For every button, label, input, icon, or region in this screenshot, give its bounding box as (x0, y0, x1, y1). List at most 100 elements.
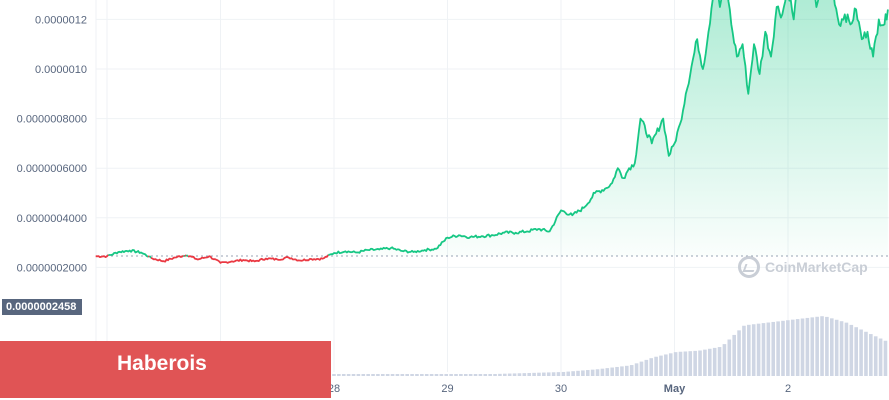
volume-bar (380, 374, 385, 376)
price-line-up (108, 249, 149, 258)
volume-bar (449, 374, 453, 376)
volume-bar (839, 321, 844, 376)
volume-bar (703, 349, 707, 376)
volume-bar (790, 319, 795, 376)
coinmarketcap-watermark: CoinMarketCap (738, 256, 868, 278)
volume-bar (581, 370, 585, 376)
x-tick-label: May (664, 383, 686, 395)
watermark-text: CoinMarketCap (765, 259, 868, 275)
volume-bar (722, 344, 727, 376)
volume-bar (385, 374, 390, 376)
volume-bar (751, 324, 756, 376)
volume-bar (834, 319, 839, 376)
y-tick-label: 0.0000010 (35, 64, 87, 76)
volume-bar (395, 374, 400, 376)
volume-bar (883, 340, 888, 376)
price-line-up (148, 255, 152, 259)
volume-bar (561, 371, 566, 376)
volume-bar (727, 339, 732, 376)
price-line-down (187, 254, 330, 264)
volume-bar (337, 374, 341, 376)
volume-bar (473, 374, 478, 376)
volume-bar (859, 329, 863, 376)
volume-bar (810, 317, 815, 376)
volume-bar (454, 374, 458, 376)
volume-bar (610, 367, 614, 376)
volume-bar (546, 372, 551, 376)
volume-bar (488, 374, 492, 376)
volume-bar (693, 350, 697, 376)
volume-bar (527, 372, 532, 376)
y-axis-ticks: 0.0000002000 0.0000004000 0.0000006000 0.00… (17, 14, 87, 274)
volume-bar (595, 369, 600, 376)
volume-bar (600, 368, 605, 376)
volume-bar (620, 366, 624, 376)
coinmarketcap-logo-icon (738, 256, 760, 278)
volume-bar (634, 363, 639, 376)
volume-bar (439, 374, 444, 376)
volume-bar (444, 374, 449, 376)
volume-bar (678, 351, 683, 376)
price-line-up (185, 254, 189, 258)
volume-bar (854, 327, 858, 376)
volume-bar (605, 368, 610, 376)
banner-name: Haberois (117, 352, 207, 375)
current-price-tag: 0.0000002458 (2, 299, 83, 315)
volume-bar (420, 374, 424, 376)
volume-bar (825, 316, 829, 376)
price-line (95, 0, 889, 264)
volume-bar (820, 316, 824, 376)
volume-bar (688, 351, 693, 376)
volume-bar (771, 321, 776, 376)
volume-bar (351, 374, 356, 376)
volume-bar (522, 373, 527, 376)
volume-bar (639, 361, 644, 376)
volume-bar (732, 334, 736, 376)
volume-bar (737, 330, 741, 376)
volume-bar (463, 374, 468, 376)
volume-bar (542, 372, 546, 376)
volume-bar (786, 320, 790, 376)
volume-bar (434, 374, 439, 376)
volume-bar (585, 370, 590, 376)
price-line-up (183, 254, 186, 258)
volume-bar (498, 373, 502, 376)
volume-bar (361, 374, 366, 376)
price-line-down (95, 254, 110, 258)
volume-bar (366, 374, 370, 376)
price-line-down (147, 255, 151, 258)
volume-bar (400, 374, 405, 376)
volume-bar (566, 371, 571, 376)
volume-bar (376, 374, 380, 376)
volume-bar (390, 374, 395, 376)
volume-bar (341, 374, 346, 376)
volume-bar (346, 374, 351, 376)
price-area-fill (95, 0, 888, 257)
volume-bar (478, 374, 483, 376)
volume-bar (815, 316, 819, 376)
price-line-up (328, 0, 889, 256)
volume-bar (805, 317, 810, 376)
volume-bar (507, 373, 512, 376)
volume-bar (683, 351, 688, 376)
volume-bar (781, 320, 785, 376)
volume-bar (332, 374, 336, 376)
volume-bar (532, 372, 536, 376)
volume-bar (629, 365, 634, 376)
volume-bar (415, 374, 419, 376)
volume-bar (556, 372, 561, 376)
volume-bar (673, 352, 678, 376)
price-area (95, 0, 888, 257)
volume-bar (849, 324, 854, 376)
y-tick-label: 0.0000012 (35, 14, 87, 26)
volume-bar (405, 374, 409, 376)
volume-bar (869, 334, 873, 376)
price-line-down (150, 254, 185, 263)
volume-bar (878, 338, 883, 376)
volume-bar (761, 323, 766, 376)
y-tick-label: 0.0000006000 (17, 163, 87, 175)
volume-bar (654, 356, 658, 376)
volume-bar (551, 372, 556, 376)
volume-bar (503, 373, 507, 376)
